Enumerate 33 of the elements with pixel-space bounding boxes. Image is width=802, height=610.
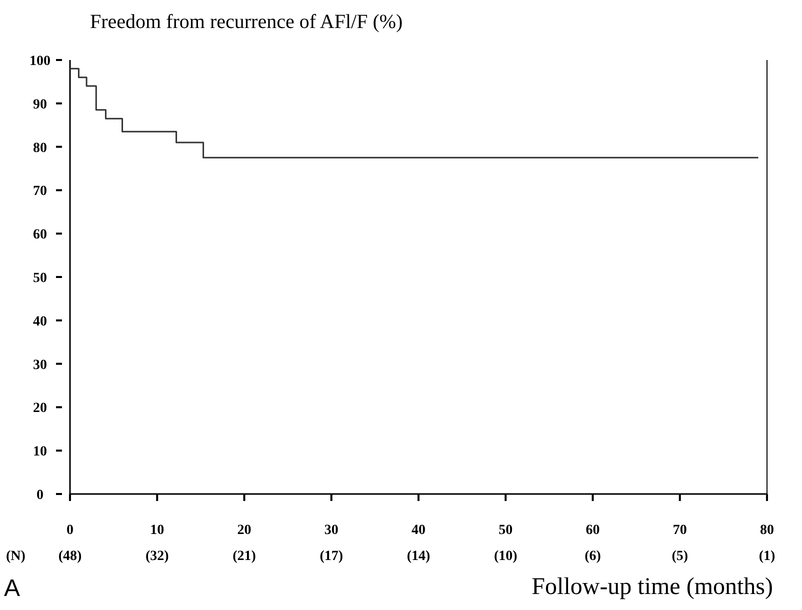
y-tick-label: 70 (33, 184, 47, 200)
text: (10) (494, 549, 518, 564)
text: (48) (58, 549, 82, 564)
text: (32) (145, 549, 170, 564)
text: A (4, 575, 20, 602)
text: (6) (584, 549, 602, 564)
x-tick-label: 10 (150, 523, 164, 538)
y-tick-label: 80 (33, 140, 47, 156)
y-tick-label: 10 (33, 444, 47, 460)
text: (5) (672, 549, 688, 564)
y-tick-label: 50 (33, 271, 47, 286)
text: (17) (320, 549, 344, 564)
x-tick-label: 60 (586, 523, 600, 538)
x-tick-label: 20 (237, 523, 252, 538)
x-axis-title: Follow-up time (months) (532, 574, 773, 600)
y-tick-label: 30 (33, 358, 47, 373)
chart-title: Freedom from recurrence of AFl/F (%) (90, 11, 403, 33)
y-tick-label: 0 (36, 488, 44, 503)
y-tick-label: 40 (33, 314, 47, 330)
x-tick-label: 40 (412, 523, 426, 538)
x-tick-label: 0 (66, 523, 74, 538)
x-tick-label: 50 (498, 523, 513, 538)
text: (1) (758, 549, 776, 564)
x-tick-label: 30 (324, 523, 338, 538)
text: (21) (232, 549, 256, 564)
x-tick-label: 80 (760, 523, 774, 538)
text: (N) (6, 549, 26, 564)
text: (14) (406, 549, 430, 564)
y-tick-label: 20 (33, 401, 47, 416)
x-tick-label: 70 (672, 523, 687, 538)
y-tick-label: 60 (33, 228, 47, 243)
y-tick-label: 90 (33, 97, 47, 112)
y-tick-label: 100 (30, 54, 50, 69)
